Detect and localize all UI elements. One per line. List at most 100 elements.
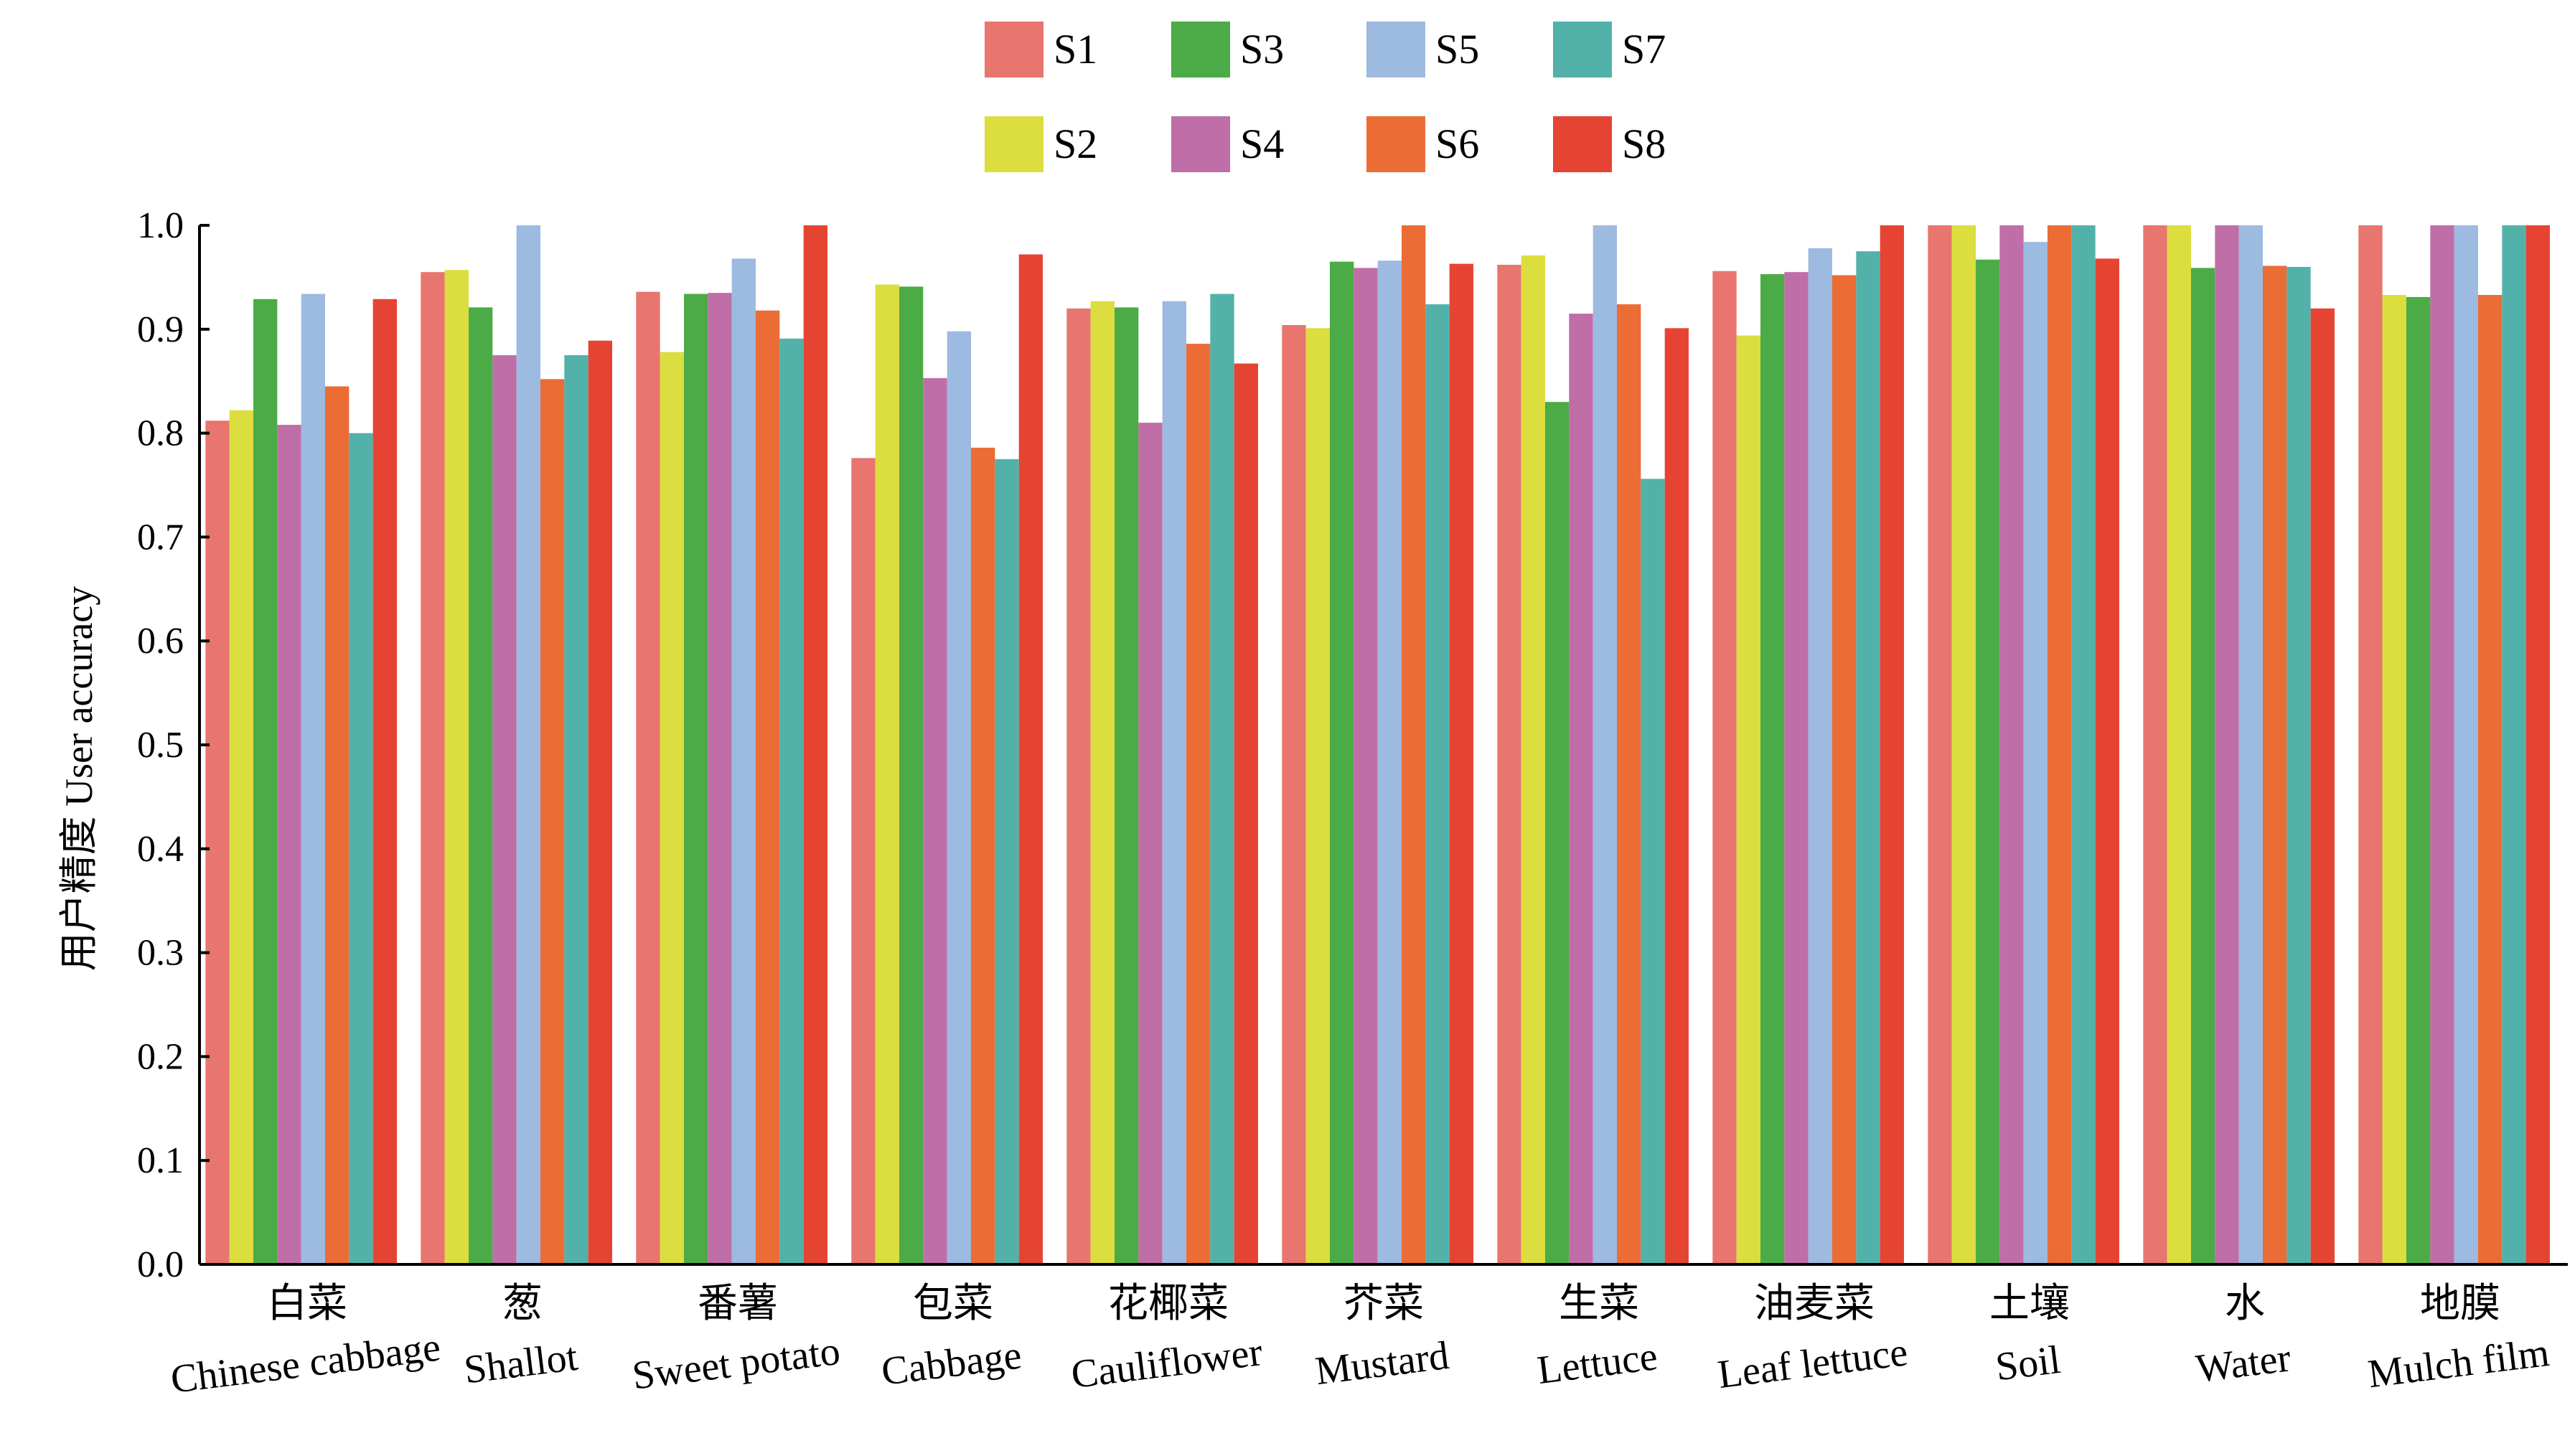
legend-swatch-s2 xyxy=(985,116,1043,172)
y-tick-label: 0.7 xyxy=(137,517,184,558)
bar-s2 xyxy=(2167,225,2191,1264)
bar-s6 xyxy=(2048,225,2072,1264)
bar-s6 xyxy=(1186,344,1211,1264)
bar-s7 xyxy=(2286,266,2311,1264)
bar-s7 xyxy=(1425,304,1450,1264)
x-category-label-cn: 花椰菜 xyxy=(1108,1282,1229,1326)
legend-label-s1: S1 xyxy=(1054,26,1097,72)
bar-s1 xyxy=(2358,225,2383,1264)
x-category-label-en: Mustard xyxy=(1313,1333,1451,1394)
x-category-label-en: Leaf lettuce xyxy=(1715,1330,1910,1397)
bar-s3 xyxy=(253,299,278,1264)
x-category-label-cn: 水 xyxy=(2225,1282,2265,1326)
bar-s2 xyxy=(1951,225,1976,1264)
x-category-label-en: Water xyxy=(2193,1335,2293,1391)
x-category-label-en: Cabbage xyxy=(879,1333,1024,1394)
x-category-label-cn: 葱 xyxy=(502,1282,543,1326)
bar-s7 xyxy=(2071,225,2096,1264)
bar-s4 xyxy=(923,377,947,1264)
bar-s2 xyxy=(1090,301,1115,1265)
x-category-label-en: Sweet potato xyxy=(630,1329,843,1399)
bar-s1 xyxy=(2143,225,2167,1264)
legend-label-s3: S3 xyxy=(1240,26,1284,72)
bar-s1 xyxy=(1282,325,1306,1264)
bar-s4 xyxy=(1784,272,1809,1264)
legend-swatch-s6 xyxy=(1366,116,1425,172)
bar-s7 xyxy=(1210,293,1234,1264)
bar-s2 xyxy=(2382,295,2406,1264)
bar-s8 xyxy=(1664,328,1689,1265)
bar-s1 xyxy=(851,458,876,1264)
bar-s8 xyxy=(588,340,612,1265)
bar-s4 xyxy=(2430,225,2454,1264)
bar-s4 xyxy=(1999,225,2024,1264)
y-tick-label: 0.9 xyxy=(137,309,184,350)
y-tick-label: 0.3 xyxy=(137,933,184,974)
x-category-label-cn: 土壤 xyxy=(1989,1282,2070,1326)
bar-s6 xyxy=(540,379,565,1264)
bar-s3 xyxy=(1976,259,2000,1264)
y-tick-label: 0.6 xyxy=(137,621,184,662)
x-category-label-en: Mulch film xyxy=(2365,1330,2551,1396)
bar-s3 xyxy=(899,286,924,1265)
x-category-label-cn: 白菜 xyxy=(267,1282,347,1326)
x-category-label-en: Soil xyxy=(1993,1338,2063,1390)
x-category-label-cn: 番薯 xyxy=(698,1282,778,1326)
bar-s5 xyxy=(731,258,756,1265)
bar-s7 xyxy=(2502,225,2526,1264)
bar-s5 xyxy=(1162,301,1186,1265)
x-category-label-cn: 包菜 xyxy=(913,1282,993,1326)
bar-s1 xyxy=(205,421,230,1264)
y-tick-label: 1.0 xyxy=(137,205,184,246)
legend-swatch-s7 xyxy=(1553,22,1612,78)
legend-label-s2: S2 xyxy=(1054,121,1097,167)
bar-s2 xyxy=(229,410,253,1264)
bar-s2 xyxy=(660,352,684,1264)
bar-s3 xyxy=(1115,307,1139,1264)
x-category-label-cn: 油麦菜 xyxy=(1754,1282,1875,1326)
x-category-label-cn: 地膜 xyxy=(2420,1282,2500,1326)
bar-s1 xyxy=(421,272,445,1264)
y-tick-label: 0.8 xyxy=(137,413,184,454)
bar-s4 xyxy=(1354,268,1378,1264)
bar-s7 xyxy=(349,433,373,1264)
legend-swatch-s5 xyxy=(1366,22,1425,78)
legend-label-s4: S4 xyxy=(1240,121,1284,167)
legend-label-s7: S7 xyxy=(1622,26,1666,72)
y-tick-label: 0.2 xyxy=(137,1036,184,1077)
bar-s5 xyxy=(1808,248,1832,1264)
bar-s5 xyxy=(2023,242,2048,1264)
bar-s3 xyxy=(1760,274,1785,1264)
x-category-label-cn: 生菜 xyxy=(1559,1282,1639,1326)
bar-s3 xyxy=(684,293,708,1264)
bar-s3 xyxy=(2406,296,2431,1264)
bar-s4 xyxy=(1138,423,1163,1264)
bar-s2 xyxy=(875,284,899,1264)
bar-s2 xyxy=(1521,255,1545,1264)
bar-s6 xyxy=(2263,266,2287,1265)
legend-label-s6: S6 xyxy=(1435,121,1479,167)
legend-swatch-s4 xyxy=(1171,116,1230,172)
bar-s6 xyxy=(756,310,780,1264)
bar-s4 xyxy=(277,425,301,1264)
bar-s8 xyxy=(1880,225,1904,1264)
bar-s3 xyxy=(1545,402,1570,1265)
bar-s6 xyxy=(2478,295,2503,1264)
y-tick-label: 0.1 xyxy=(137,1140,184,1181)
bar-s2 xyxy=(1305,328,1330,1265)
bar-s2 xyxy=(444,270,469,1264)
y-axis-label: 用户精度 User accuracy xyxy=(57,586,100,972)
bar-s8 xyxy=(803,225,827,1264)
legend-swatch-s8 xyxy=(1553,116,1612,172)
bar-s5 xyxy=(2238,225,2263,1264)
bar-s1 xyxy=(1712,271,1737,1265)
bar-s7 xyxy=(1641,479,1665,1264)
bar-s1 xyxy=(1928,225,1952,1264)
bar-s6 xyxy=(971,447,995,1264)
bar-s5 xyxy=(301,293,325,1264)
legend-label-s5: S5 xyxy=(1435,26,1479,72)
bar-s7 xyxy=(1856,251,1880,1265)
x-category-label-en: Cauliflower xyxy=(1069,1330,1265,1397)
